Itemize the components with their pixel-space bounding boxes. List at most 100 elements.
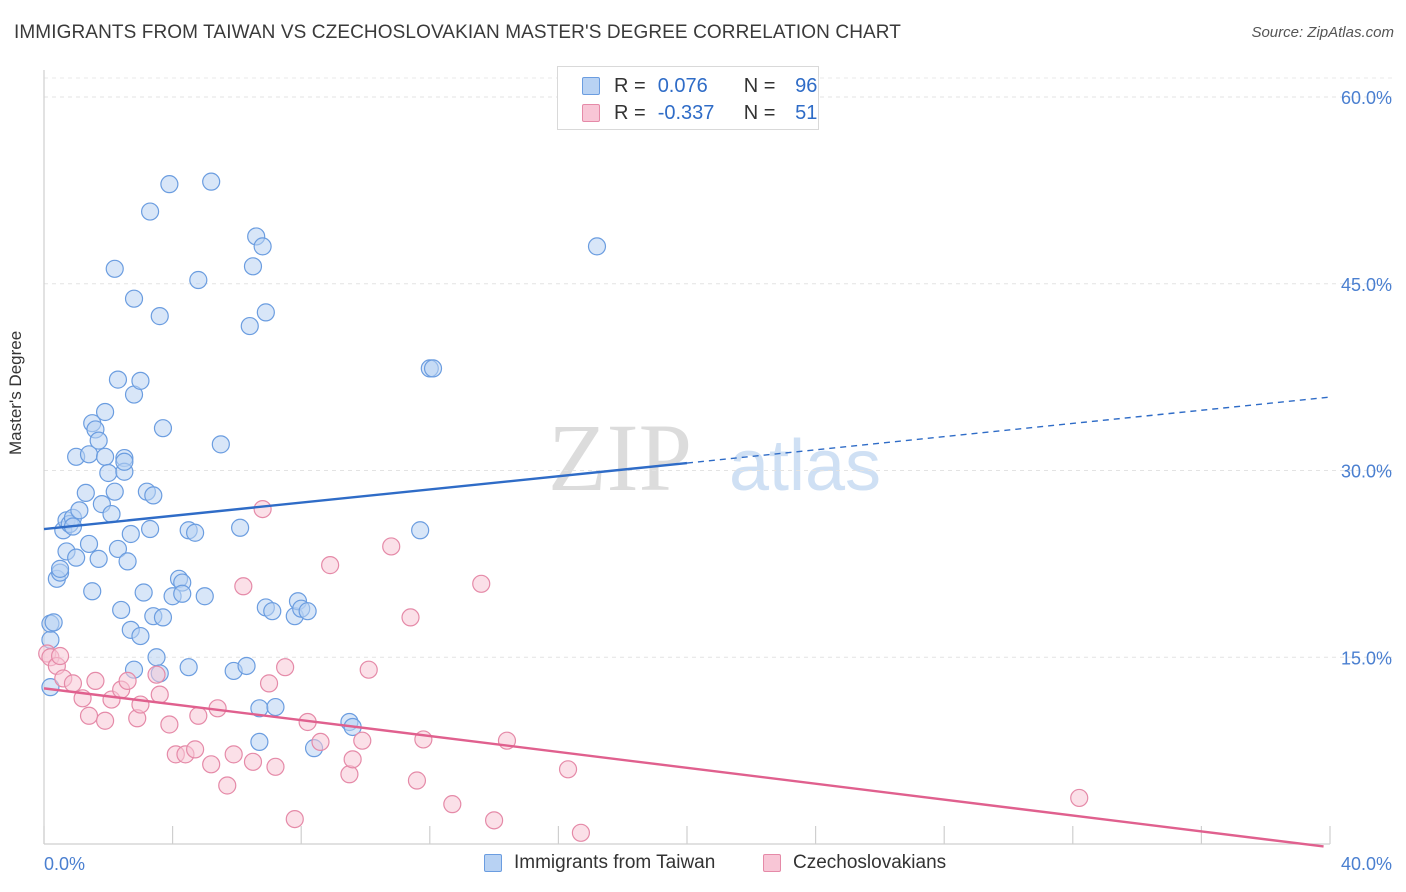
taiwan-point xyxy=(160,175,179,194)
r-label: R = xyxy=(614,101,646,124)
czech-trend-line xyxy=(43,687,1324,848)
taiwan-point xyxy=(83,582,102,601)
taiwan-point xyxy=(186,523,205,542)
n-label: N = xyxy=(743,74,776,97)
taiwan-point xyxy=(150,307,169,326)
y-tick-label: 45.0% xyxy=(1341,275,1392,295)
taiwan-point xyxy=(423,359,443,378)
czech-point xyxy=(63,674,83,693)
taiwan-point xyxy=(99,463,118,483)
czech-point xyxy=(571,823,591,842)
czech-swatch xyxy=(582,104,600,122)
czech-point xyxy=(50,646,70,666)
taiwan-point xyxy=(41,678,60,697)
czech-point xyxy=(253,499,272,519)
watermark-zip: ZIP xyxy=(548,404,692,511)
czech-point xyxy=(472,574,491,593)
taiwan-point xyxy=(95,402,115,422)
taiwan-point xyxy=(89,549,108,568)
taiwan-point xyxy=(108,370,128,389)
taiwan-point xyxy=(253,237,272,256)
source-label[interactable]: Source: ZipAtlas.com xyxy=(1251,24,1394,41)
czech-point xyxy=(234,577,253,596)
czech-point xyxy=(311,732,330,752)
taiwan-point xyxy=(70,501,89,520)
czech-point xyxy=(218,776,237,795)
czech-point xyxy=(276,658,295,677)
r-label: R = xyxy=(614,74,646,97)
taiwan-point xyxy=(153,608,173,627)
czech-point xyxy=(340,765,359,784)
czech-point xyxy=(382,537,401,556)
taiwan-point xyxy=(147,648,166,667)
chart-title: IMMIGRANTS FROM TAIWAN VS CZECHOSLOVAKIA… xyxy=(14,22,901,43)
taiwan-point xyxy=(237,656,256,676)
stats-row-czech: R = -0.337 N = 51 xyxy=(582,100,817,126)
series-legend: Immigrants from Taiwan Czechoslovakians xyxy=(0,852,1406,878)
czech-point xyxy=(285,809,304,829)
czech-point xyxy=(485,811,504,830)
taiwan-point xyxy=(131,371,150,390)
taiwan-point xyxy=(250,732,269,752)
czech-point xyxy=(147,665,166,684)
taiwan-point xyxy=(231,518,250,537)
r-value: 0.076 xyxy=(657,74,708,97)
taiwan-point xyxy=(50,559,70,578)
czech-point xyxy=(150,685,169,704)
taiwan-point xyxy=(587,237,607,256)
taiwan-trend-line xyxy=(43,461,688,531)
taiwan-point xyxy=(121,524,140,544)
y-tick-label: 30.0% xyxy=(1341,462,1392,482)
taiwan-point xyxy=(195,587,214,606)
stats-row-taiwan: R = 0.076 N = 96 xyxy=(582,73,817,99)
r-value: -0.337 xyxy=(657,101,715,124)
czech-point xyxy=(118,671,137,691)
czech-point xyxy=(343,750,362,769)
taiwan-point xyxy=(134,583,153,602)
taiwan-point xyxy=(189,270,208,290)
czech-point xyxy=(86,671,105,691)
taiwan-point xyxy=(240,316,259,336)
czech-point xyxy=(1070,788,1089,808)
legend-item-czech[interactable]: Czechoslovakians xyxy=(763,852,946,874)
taiwan-point xyxy=(140,202,160,221)
taiwan-point xyxy=(263,602,282,621)
n-label: N = xyxy=(743,101,776,124)
x-tick-label: 40.0% xyxy=(1341,854,1392,874)
czech-point xyxy=(266,757,285,776)
n-value: 96 xyxy=(795,74,818,97)
czech-point xyxy=(202,755,221,774)
taiwan-point xyxy=(118,552,137,571)
czech-point xyxy=(353,731,372,750)
n-value: 51 xyxy=(795,101,818,124)
taiwan-point xyxy=(131,626,150,646)
taiwan-point xyxy=(108,539,128,559)
taiwan-point xyxy=(266,697,285,717)
czech-point xyxy=(224,745,243,764)
taiwan-point xyxy=(298,602,317,621)
taiwan-point xyxy=(173,584,192,603)
taiwan-point xyxy=(140,519,160,539)
taiwan-point xyxy=(105,259,124,278)
taiwan-point xyxy=(144,486,163,505)
taiwan-point xyxy=(67,548,86,567)
taiwan-point xyxy=(153,419,173,438)
legend-swatch-taiwan xyxy=(484,854,502,872)
taiwan-point xyxy=(124,289,144,308)
czech-point xyxy=(359,660,378,679)
watermark-atlas: atlas xyxy=(729,426,881,506)
taiwan-point xyxy=(95,447,115,466)
taiwan-point xyxy=(411,521,430,540)
taiwan-swatch xyxy=(582,77,600,95)
taiwan-point xyxy=(89,431,108,450)
legend-item-taiwan[interactable]: Immigrants from Taiwan xyxy=(484,852,715,874)
czech-point xyxy=(95,711,115,730)
taiwan-point xyxy=(256,303,275,322)
taiwan-point xyxy=(44,613,63,632)
y-tick-label: 60.0% xyxy=(1341,88,1392,108)
czech-point xyxy=(186,740,205,759)
taiwan-point xyxy=(211,435,230,454)
taiwan-point xyxy=(115,452,134,471)
legend-label-taiwan: Immigrants from Taiwan xyxy=(514,852,716,873)
